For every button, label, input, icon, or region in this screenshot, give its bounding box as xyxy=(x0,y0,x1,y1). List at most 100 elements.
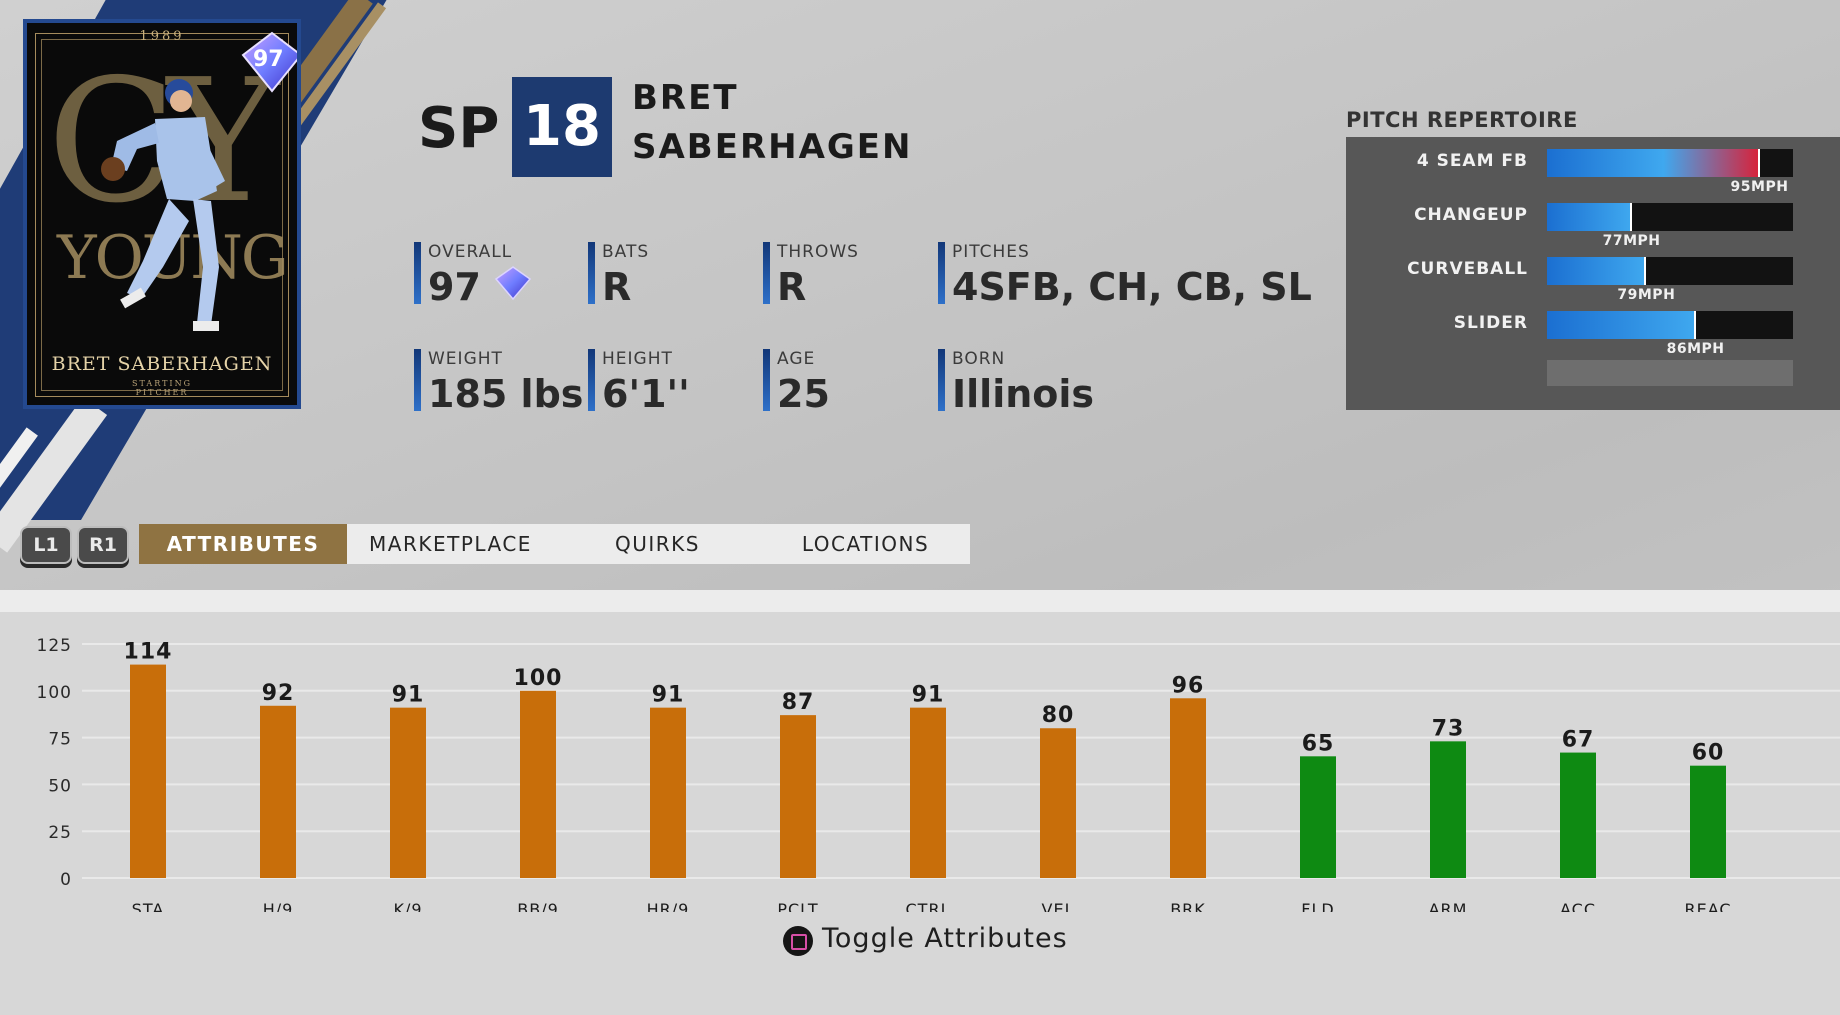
pitch-name: CURVEBALL xyxy=(1407,259,1528,279)
attribute-bar xyxy=(260,705,296,878)
stat-bar xyxy=(938,242,945,304)
attribute-bar xyxy=(650,707,686,878)
card-year: 1989 xyxy=(139,29,185,44)
stat-label: BORN xyxy=(952,349,1006,369)
toggle-attributes-label[interactable]: Toggle Attributes xyxy=(822,923,1068,954)
player-position: SP xyxy=(418,96,500,161)
pitch-name: 4 SEAM FB xyxy=(1416,151,1528,171)
attribute-category-label: BRK xyxy=(1170,900,1206,912)
player-first-name: BRET xyxy=(632,78,739,118)
player-last-name: SABERHAGEN xyxy=(632,127,913,167)
tab-bar: ATTRIBUTES MARKETPLACE QUIRKS LOCATIONS xyxy=(139,524,970,564)
y-tick-label: 125 xyxy=(37,636,72,656)
stat-label: WEIGHT xyxy=(428,349,503,369)
stat-value: 25 xyxy=(777,372,830,416)
l1-button[interactable]: L1 xyxy=(20,526,72,564)
attribute-value-label: 87 xyxy=(782,690,815,715)
stat-bar xyxy=(763,242,770,304)
attribute-value-label: 100 xyxy=(514,666,563,691)
attributes-chart: 0 25 50 75 100 125 114 STA 92 H/9 91 K/9 100 BB/9 91 HR… xyxy=(37,636,1840,912)
attribute-bar xyxy=(1170,698,1206,878)
tab-marketplace[interactable]: MARKETPLACE xyxy=(369,532,532,556)
stat-label: HEIGHT xyxy=(602,349,673,369)
card-position-line2: PITCHER xyxy=(135,388,189,397)
pitch-empty-slot xyxy=(1547,360,1793,386)
pitch-speed-bar xyxy=(1547,203,1793,231)
pitch-row: CHANGEUP 77MPH xyxy=(1346,195,1840,249)
stat-bats: BATS R xyxy=(588,242,649,310)
pitch-repertoire-panel: 4 SEAM FB 95MPH CHANGEUP 77MPH CURVEBALL 79MP… xyxy=(1346,137,1840,410)
attribute-value-label: 91 xyxy=(392,683,425,708)
attribute-category-label: STA xyxy=(132,900,165,912)
diamond-rating-icon xyxy=(241,31,297,93)
attribute-value-label: 96 xyxy=(1172,673,1205,698)
card-inner-frame xyxy=(41,39,283,391)
stat-label: AGE xyxy=(777,349,816,369)
pitch-speed-fill xyxy=(1547,257,1646,285)
stat-value: 6'1'' xyxy=(602,372,690,416)
stat-bar xyxy=(414,242,421,304)
tab-locations[interactable]: LOCATIONS xyxy=(801,532,930,556)
pitch-row: CURVEBALL 79MPH xyxy=(1346,249,1840,303)
jersey-number: 18 xyxy=(512,77,612,177)
attribute-bar xyxy=(780,715,816,878)
card-rating: 97 xyxy=(253,47,284,72)
diamond-icon xyxy=(495,266,532,301)
attribute-bar xyxy=(1690,765,1726,878)
attribute-value-label: 92 xyxy=(262,681,295,706)
pitch-speed-fill xyxy=(1547,149,1759,177)
attribute-category-label: FLD xyxy=(1301,900,1334,912)
stat-bar xyxy=(938,349,945,411)
pitch-speed-label: 95MPH xyxy=(1730,179,1789,195)
pitch-name: SLIDER xyxy=(1453,313,1528,333)
attribute-value-label: 67 xyxy=(1562,728,1595,753)
pitch-row: SLIDER 86MPH xyxy=(1346,303,1840,357)
tab-quirks[interactable]: QUIRKS xyxy=(615,532,700,556)
attribute-category-label: K/9 xyxy=(393,900,422,912)
attribute-bar xyxy=(1300,756,1336,878)
pitch-speed-marker xyxy=(1693,311,1696,339)
pitch-speed-label: 79MPH xyxy=(1617,287,1676,303)
stat-value: Illinois xyxy=(952,372,1095,416)
attribute-bar xyxy=(1040,728,1076,878)
pitch-speed-marker xyxy=(1757,149,1760,177)
pitch-speed-bar xyxy=(1547,149,1793,177)
stat-value: 4SFB, CH, CB, SL xyxy=(952,265,1312,309)
attribute-bar xyxy=(1430,741,1466,878)
attribute-value-label: 91 xyxy=(652,683,685,708)
attribute-bar xyxy=(390,707,426,878)
tab-attributes[interactable]: ATTRIBUTES xyxy=(139,524,347,564)
stat-value: 97 xyxy=(428,264,532,310)
square-button-icon[interactable] xyxy=(783,926,813,956)
attribute-category-label: VEL xyxy=(1042,900,1075,912)
y-tick-label: 50 xyxy=(48,776,72,796)
card-position: STARTING PITCHER xyxy=(27,379,297,397)
attribute-value-label: 65 xyxy=(1302,731,1335,756)
attribute-category-label: ACC xyxy=(1560,900,1596,912)
attribute-bar xyxy=(130,664,166,878)
y-tick-label: 75 xyxy=(48,730,72,750)
pitch-speed-fill xyxy=(1547,311,1695,339)
attribute-category-label: HR/9 xyxy=(647,900,690,912)
chart-header-band xyxy=(0,590,1840,612)
pitch-speed-marker xyxy=(1644,257,1647,285)
player-photo xyxy=(101,79,225,331)
stat-height: HEIGHT 6'1'' xyxy=(588,349,690,417)
pitch-speed-label: 86MPH xyxy=(1666,341,1725,357)
pitch-speed-bar xyxy=(1547,311,1793,339)
attribute-category-label: ARM xyxy=(1429,900,1468,912)
overall-value: 97 xyxy=(428,265,481,309)
pitch-speed-marker xyxy=(1629,203,1632,231)
attribute-value-label: 60 xyxy=(1692,741,1725,766)
stat-born: BORN Illinois xyxy=(938,349,1094,417)
attribute-category-label: BB/9 xyxy=(517,900,559,912)
stat-value: 185 lbs xyxy=(428,372,584,416)
y-tick-label: 25 xyxy=(48,823,72,843)
pitch-name: CHANGEUP xyxy=(1414,205,1528,225)
pitch-speed-label: 77MPH xyxy=(1602,233,1661,249)
stat-label: THROWS xyxy=(777,242,859,262)
r1-button[interactable]: R1 xyxy=(77,526,129,564)
attribute-value-label: 114 xyxy=(124,640,173,665)
stat-pitches: PITCHES 4SFB, CH, CB, SL xyxy=(938,242,1312,310)
stat-bar xyxy=(588,349,595,411)
